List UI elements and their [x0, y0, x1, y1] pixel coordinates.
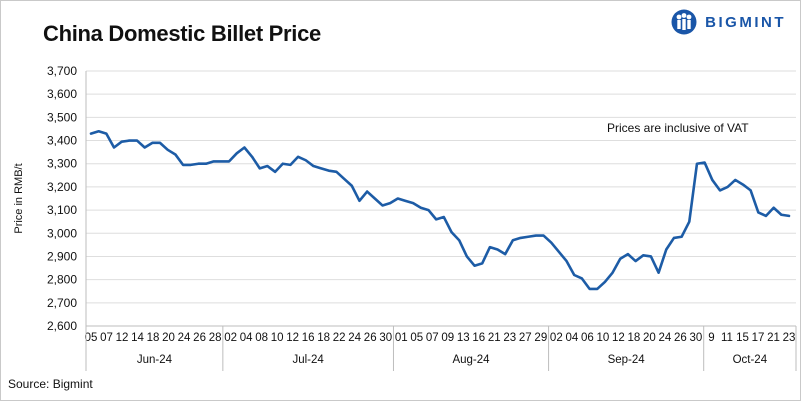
x-tick-label: 05	[410, 332, 423, 344]
x-tick-label: 04	[565, 332, 578, 344]
y-axis-title: Price in RMB/t	[13, 163, 25, 233]
x-month-label: Jul-24	[292, 354, 324, 366]
x-tick-label: 23	[783, 332, 796, 344]
x-tick-label: 12	[286, 332, 299, 344]
x-tick-label: 30	[379, 332, 392, 344]
y-tick-label: 3,200	[47, 180, 77, 194]
x-tick-label: 28	[209, 332, 222, 344]
x-tick-label: 20	[643, 332, 656, 344]
x-tick-label: 02	[550, 332, 563, 344]
x-tick-label: 26	[364, 332, 377, 344]
x-tick-label: 27	[519, 332, 532, 344]
x-tick-label: 06	[581, 332, 594, 344]
y-tick-label: 2,600	[47, 319, 77, 333]
y-tick-label: 3,700	[47, 64, 77, 78]
x-tick-label: 16	[472, 332, 485, 344]
x-tick-label: 9	[708, 332, 714, 344]
bigmint-logo-icon	[671, 9, 697, 35]
x-tick-label: 21	[488, 332, 501, 344]
x-month-label: Sep-24	[608, 354, 646, 366]
y-tick-label: 2,900	[47, 249, 77, 263]
x-tick-label: 18	[147, 332, 160, 344]
x-tick-label: 16	[302, 332, 315, 344]
y-tick-label: 3,300	[47, 157, 77, 171]
x-tick-label: 17	[752, 332, 765, 344]
x-tick-label: 24	[348, 332, 361, 344]
x-tick-label: 12	[116, 332, 129, 344]
x-tick-label: 29	[534, 332, 547, 344]
x-tick-label: 07	[426, 332, 439, 344]
x-tick-label: 13	[457, 332, 470, 344]
chart-title: China Domestic Billet Price	[43, 21, 321, 46]
x-tick-label: 26	[193, 332, 206, 344]
x-month-label: Oct-24	[733, 354, 768, 366]
x-tick-label: 14	[131, 332, 144, 344]
y-tick-label: 3,100	[47, 203, 77, 217]
y-tick-label: 3,400	[47, 134, 77, 148]
x-tick-label: 10	[596, 332, 609, 344]
y-tick-label: 3,500	[47, 110, 77, 124]
x-tick-label: 02	[224, 332, 237, 344]
y-tick-label: 2,800	[47, 273, 77, 287]
brand-logo: BIGMINT	[670, 9, 786, 35]
x-tick-label: 15	[736, 332, 749, 344]
x-month-label: Jun-24	[137, 354, 173, 366]
x-tick-label: 23	[503, 332, 516, 344]
x-tick-label: 26	[674, 332, 687, 344]
source-note: Source: Bigmint	[8, 377, 93, 391]
x-tick-label: 10	[271, 332, 284, 344]
x-tick-label: 18	[317, 332, 330, 344]
x-tick-label: 08	[255, 332, 268, 344]
x-tick-label: 24	[659, 332, 672, 344]
x-tick-label: 01	[395, 332, 408, 344]
x-tick-label: 09	[441, 332, 454, 344]
x-tick-label: 30	[690, 332, 703, 344]
x-month-label: Aug-24	[452, 354, 490, 366]
x-tick-label: 20	[162, 332, 175, 344]
x-tick-label: 11	[721, 332, 733, 344]
x-tick-label: 24	[178, 332, 191, 344]
x-tick-label: 18	[627, 332, 640, 344]
x-tick-label: 12	[612, 332, 625, 344]
x-tick-label: 07	[100, 332, 113, 344]
y-tick-label: 3,600	[47, 87, 77, 101]
x-tick-label: 22	[333, 332, 346, 344]
x-tick-label: 05	[85, 332, 98, 344]
y-tick-label: 3,000	[47, 226, 77, 240]
x-tick-label: 04	[240, 332, 253, 344]
series-line	[89, 129, 791, 291]
chart-annotation: Prices are inclusive of VAT	[607, 121, 749, 135]
brand-name: BIGMINT	[705, 13, 786, 31]
x-tick-label: 21	[767, 332, 780, 344]
y-tick-label: 2,700	[47, 296, 77, 310]
